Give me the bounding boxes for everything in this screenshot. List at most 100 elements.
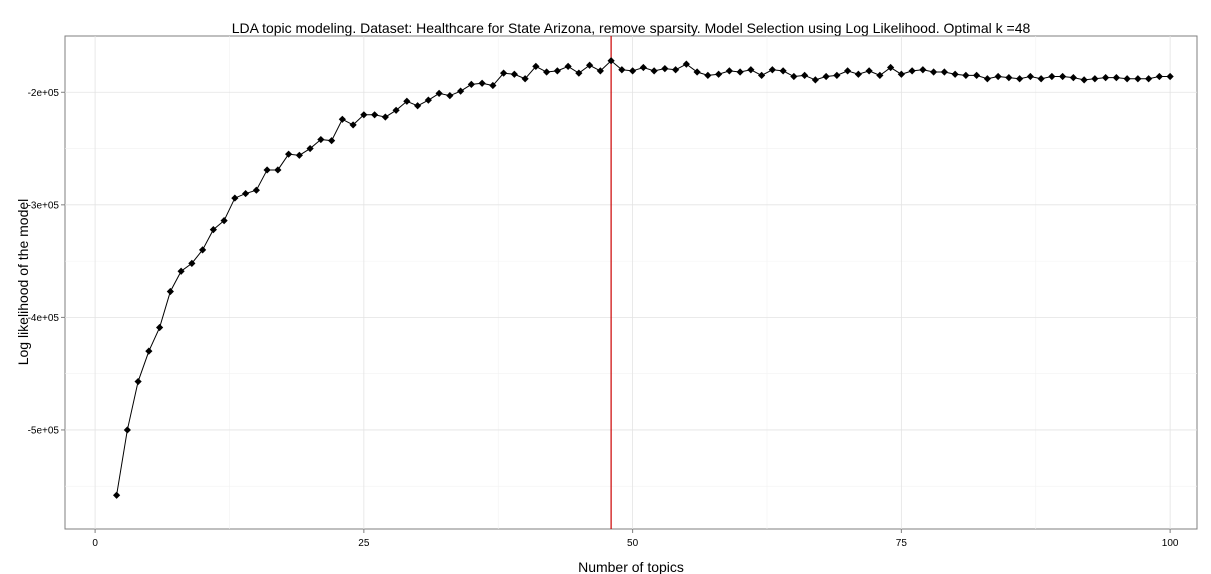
data-point [908,67,916,75]
data-point [1123,75,1131,83]
x-tick-label: 50 [627,538,639,549]
data-point [156,323,164,332]
data-point [1155,72,1163,81]
data-point [263,166,271,174]
data-point [371,111,379,119]
y-tick-label: -2e+05 [28,88,60,99]
data-point [596,67,604,75]
data-point [209,225,217,234]
data-point [360,111,368,119]
data-point [607,57,615,65]
data-point [661,65,669,73]
data-point [435,89,443,98]
data-point [252,186,260,194]
data-point [1080,76,1088,84]
data-point [833,71,841,79]
data-point [865,67,873,75]
data-point [414,102,422,110]
data-point [983,75,991,83]
data-point [854,70,862,78]
data-point [1102,74,1110,82]
data-point [123,426,131,434]
data-point [564,62,572,70]
data-point [392,106,400,114]
data-point [543,68,551,76]
data-point [467,80,475,88]
data-point [844,67,852,75]
data-point [338,115,346,123]
data-points [113,57,1174,499]
data-point [672,66,680,74]
data-point [166,287,174,296]
data-point [1059,72,1067,81]
data-point [500,69,508,77]
data-point [295,151,303,159]
y-axis-ticks: -2e+05 -3e+05 -4e+05 -5e+05 [28,88,65,436]
data-point [801,71,809,79]
data-point [930,68,938,76]
data-point [532,62,540,70]
data-point [1016,75,1024,83]
data-point [145,347,153,355]
y-tick-label: -5e+05 [28,425,60,436]
data-point [962,71,970,79]
data-point [285,150,293,158]
data-point [328,137,336,145]
data-point [940,68,948,76]
data-point [1026,72,1034,81]
y-tick-label: -3e+05 [28,200,60,211]
data-point [704,71,712,79]
data-point [349,121,357,129]
data-point [242,189,250,198]
data-point [220,216,228,225]
data-point [693,68,701,76]
data-point [424,96,432,104]
data-point [876,71,884,79]
data-point [715,70,723,78]
data-point [1166,72,1174,81]
x-tick-label: 25 [358,538,370,549]
data-point [521,75,529,83]
data-point [478,79,486,87]
y-tick-label: -4e+05 [28,313,60,324]
chart-title: LDA topic modeling. Dataset: Healthcare … [232,20,1031,36]
data-point [188,259,196,267]
data-point [510,70,518,78]
data-point [1069,74,1077,82]
data-point [1048,72,1056,81]
data-point [994,72,1002,81]
data-point [403,97,411,105]
data-point [618,66,626,74]
data-point [790,72,798,81]
data-point [113,491,121,499]
x-tick-label: 75 [896,538,908,549]
data-point [639,63,647,72]
data-point [177,267,185,275]
data-point [973,71,981,79]
x-tick-label: 100 [1162,538,1179,549]
data-point [919,66,927,74]
data-point [682,60,690,68]
plot-panel [64,35,1198,530]
data-point [822,72,830,81]
data-point [1112,74,1120,82]
y-axis-title: Log likelihood of the model [15,199,31,366]
data-point [736,68,744,76]
x-axis-ticks: 0 25 50 75 100 [92,529,1179,549]
data-point [887,63,895,72]
data-point [758,71,766,79]
data-point [274,166,282,174]
data-point [779,67,787,75]
data-point [897,70,905,78]
data-point [1134,75,1142,83]
data-point [134,377,142,386]
data-point [650,67,658,75]
data-point [747,66,755,74]
data-point [1145,75,1153,83]
data-point [446,92,454,100]
x-axis-title: Number of topics [578,559,684,574]
data-point [1005,74,1013,82]
data-point [457,87,465,95]
data-point [489,81,497,90]
